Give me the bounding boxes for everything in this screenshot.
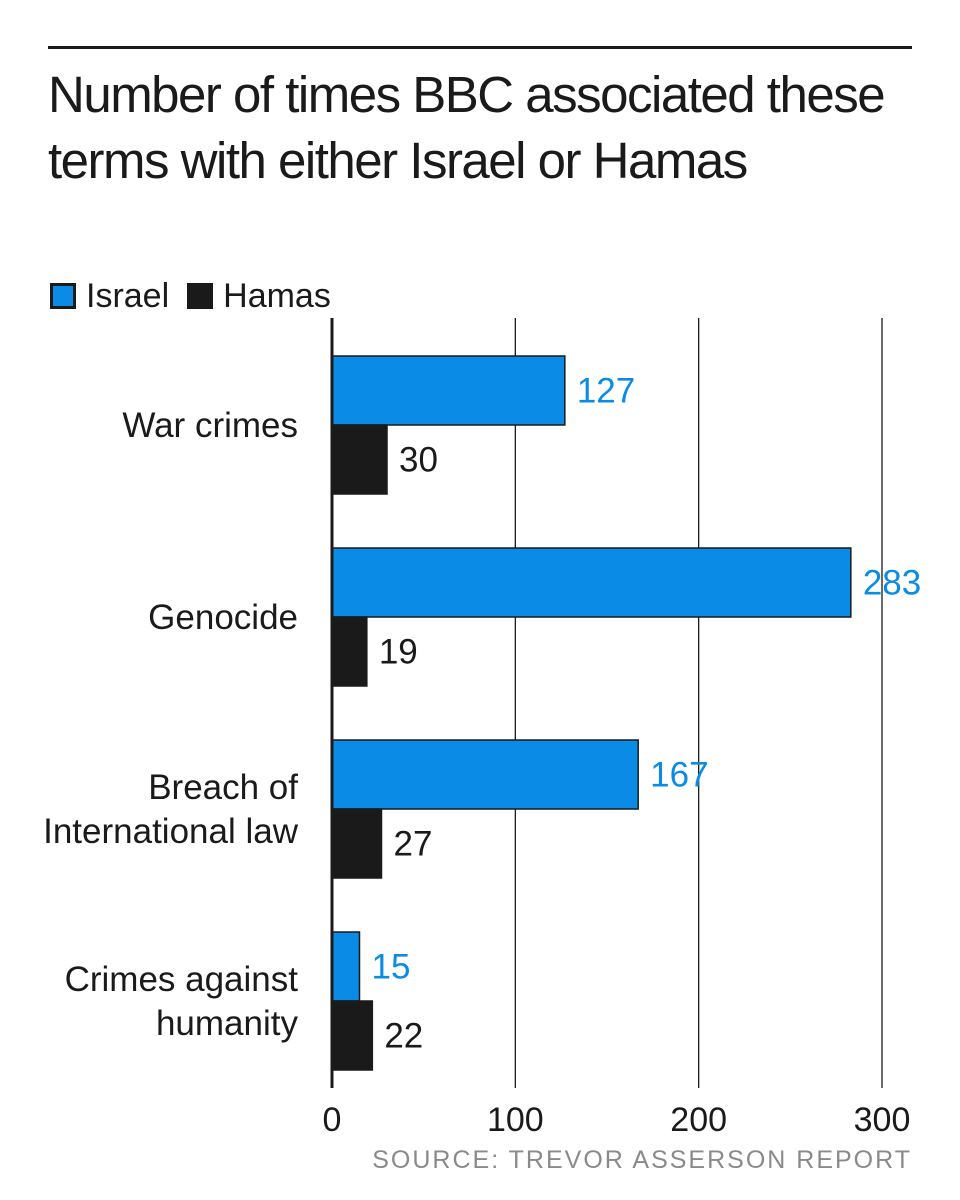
legend-item-israel: Israel <box>50 274 169 318</box>
top-rule <box>48 46 912 49</box>
bar-israel <box>331 739 639 810</box>
data-label-israel: 283 <box>863 564 921 603</box>
data-label-israel: 15 <box>372 948 411 987</box>
data-label-israel: 127 <box>577 372 635 411</box>
bar-israel <box>331 931 361 1002</box>
legend-label-hamas: Hamas <box>223 277 331 315</box>
data-label-hamas: 22 <box>384 1017 423 1056</box>
category-label: Crimes against <box>65 960 299 999</box>
legend-swatch-hamas <box>187 283 214 309</box>
category-label: Genocide <box>148 598 298 637</box>
legend-swatch-israel <box>50 283 76 309</box>
chart-title: Number of times BBC associated these ter… <box>48 66 886 189</box>
x-tick-label: 0 <box>323 1101 342 1139</box>
category-label: humanity <box>156 1004 299 1043</box>
legend-item-hamas: Hamas <box>187 274 331 318</box>
bar-israel <box>331 355 566 426</box>
category-label: War crimes <box>122 406 298 445</box>
bar-hamas <box>331 424 388 495</box>
category-label: Breach of <box>148 768 298 807</box>
data-label-hamas: 19 <box>379 633 418 672</box>
x-tick-label: 300 <box>854 1101 911 1139</box>
bar-hamas <box>331 1000 374 1071</box>
bar-hamas <box>331 808 383 879</box>
bar-hamas <box>331 616 368 687</box>
data-label-israel: 167 <box>650 756 708 795</box>
legend: Israel Hamas <box>50 274 349 318</box>
category-label: International law <box>43 812 299 851</box>
source-note: SOURCE: TREVOR ASSERSON REPORT <box>372 1146 912 1174</box>
data-label-hamas: 30 <box>399 441 438 480</box>
x-tick-label: 200 <box>670 1101 727 1139</box>
bar-israel <box>331 547 852 618</box>
x-tick-label: 100 <box>487 1101 544 1139</box>
legend-label-israel: Israel <box>86 277 170 315</box>
data-label-hamas: 27 <box>394 825 433 864</box>
